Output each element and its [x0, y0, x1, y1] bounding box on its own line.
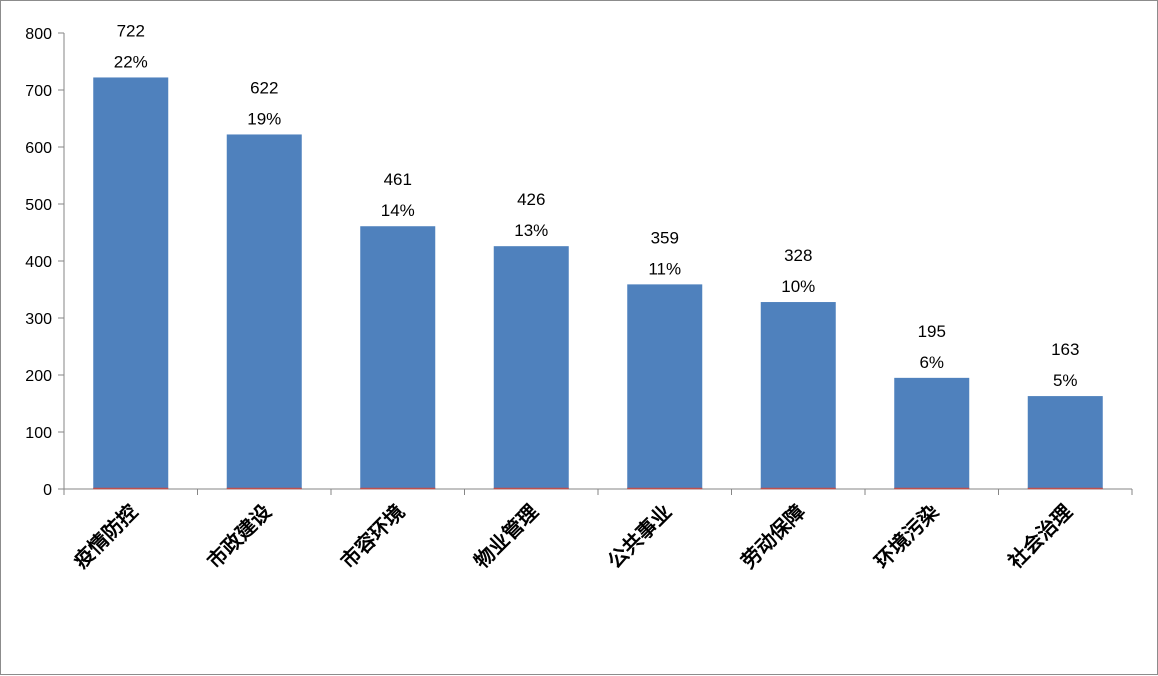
value-label: 163 — [1051, 340, 1079, 359]
value-label: 722 — [117, 21, 145, 40]
y-tick-label: 200 — [25, 368, 52, 385]
bar — [894, 377, 970, 489]
y-tick-label: 700 — [25, 83, 52, 100]
bar — [226, 134, 302, 489]
data-labels: 22% 722 疫情防控 19% 622 市政建设 14% 461 市容环境 13% 426 物业管理… — [69, 21, 1080, 573]
percent-label: 13% — [514, 221, 548, 240]
category-label: 劳动保障 — [736, 500, 810, 574]
percent-label: 6% — [919, 353, 944, 372]
y-tick-label: 500 — [25, 197, 52, 214]
value-label: 359 — [651, 228, 679, 247]
value-label: 426 — [517, 190, 545, 209]
y-tick-label: 800 — [25, 26, 52, 43]
category-label: 市政建设 — [202, 500, 276, 574]
value-label: 195 — [918, 322, 946, 341]
category-label: 物业管理 — [469, 500, 543, 574]
y-tick-label: 600 — [25, 140, 52, 157]
bar — [493, 246, 569, 489]
category-label: 环境污染 — [870, 499, 944, 573]
percent-label: 10% — [781, 277, 815, 296]
bar — [627, 284, 703, 489]
percent-label: 14% — [381, 201, 415, 220]
category-label: 公共事业 — [603, 500, 677, 574]
percent-label: 19% — [247, 109, 281, 128]
y-tick-label: 300 — [25, 311, 52, 328]
percent-label: 11% — [648, 259, 681, 278]
y-tick-label: 400 — [25, 254, 52, 271]
value-label: 328 — [784, 246, 812, 265]
y-tick-label: 100 — [25, 425, 52, 442]
y-tick-label: 0 — [43, 482, 52, 499]
bars — [93, 77, 1103, 490]
value-label: 622 — [250, 78, 278, 97]
bar — [93, 77, 169, 490]
bar — [360, 226, 436, 490]
bar — [760, 302, 836, 489]
category-label: 疫情防控 — [69, 500, 143, 574]
value-label: 461 — [384, 170, 412, 189]
category-label: 社会治理 — [1003, 500, 1077, 574]
percent-label: 22% — [114, 52, 148, 71]
bar — [1027, 396, 1103, 489]
category-label: 市容环境 — [336, 500, 410, 574]
percent-label: 5% — [1053, 371, 1078, 390]
